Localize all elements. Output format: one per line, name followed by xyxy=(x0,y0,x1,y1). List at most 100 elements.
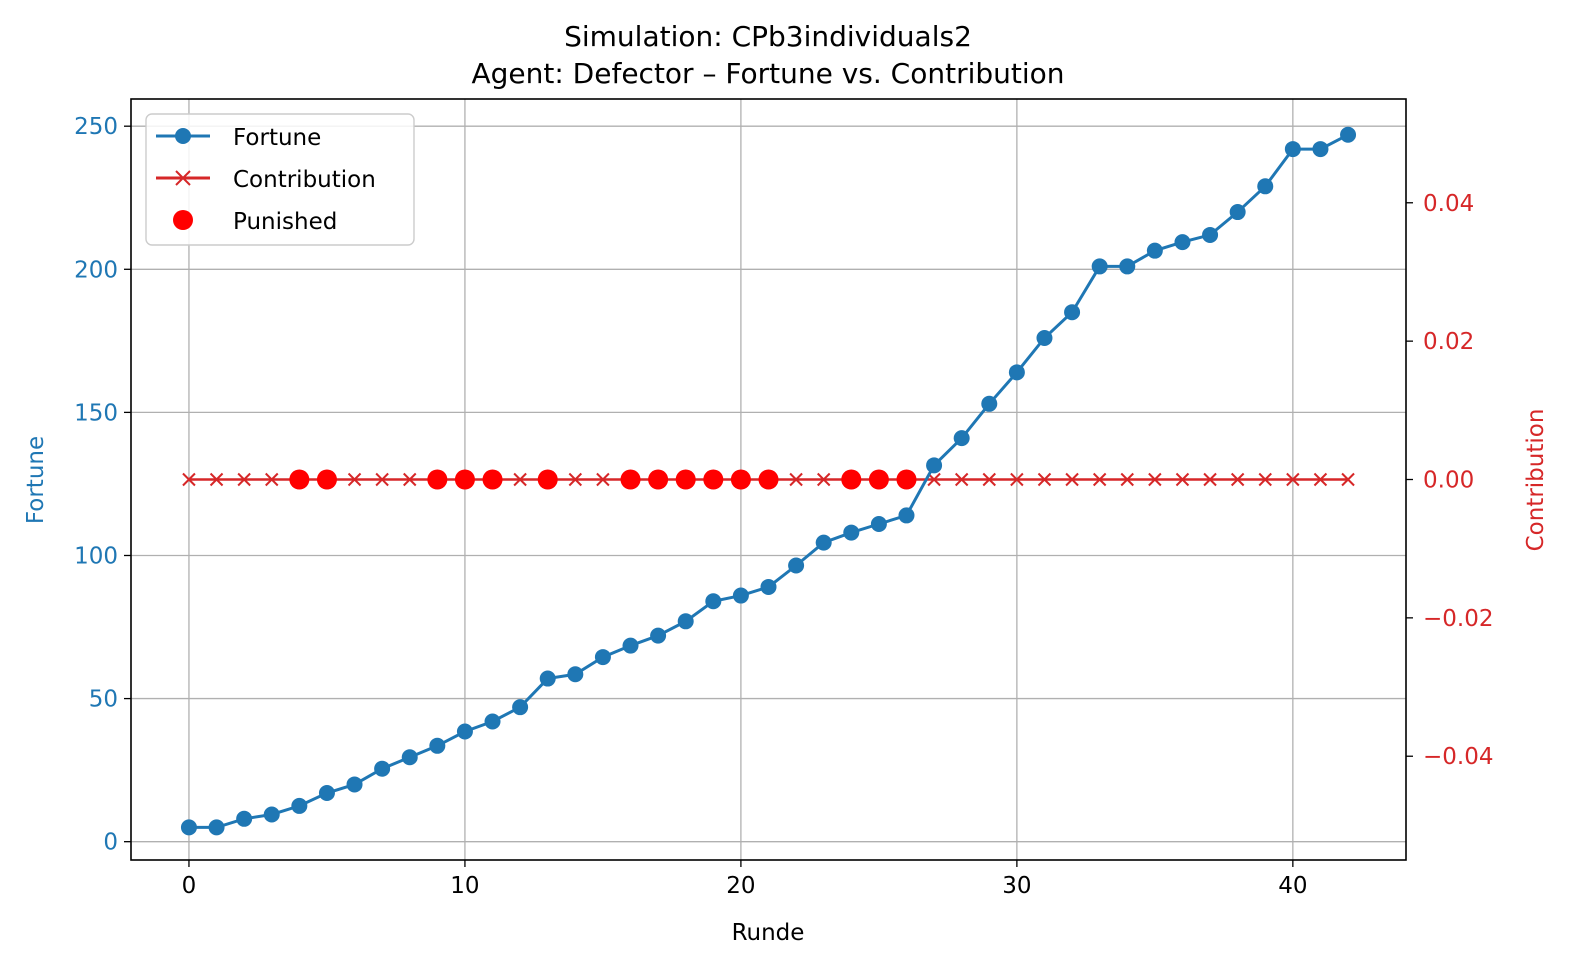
contribution-marker xyxy=(954,472,969,487)
fortune-point xyxy=(346,776,363,793)
punished-point xyxy=(703,469,724,490)
fortune-point xyxy=(1091,258,1108,275)
y2-tick-label: 0.00 xyxy=(1423,468,1474,494)
axes: 0 10 20 30 40 0 50 100 150 200 250 −0.04 −0.02 0.00 0.… xyxy=(74,114,1493,899)
contribution-marker xyxy=(1203,472,1217,487)
punished-point xyxy=(537,469,558,490)
contribution-marker xyxy=(1230,472,1245,487)
punished-point xyxy=(896,469,917,490)
fortune-point xyxy=(236,810,253,827)
punished-point xyxy=(868,469,889,490)
punished-point xyxy=(482,469,503,490)
legend-punished-label: Punished xyxy=(233,209,337,235)
contribution-marker xyxy=(1120,472,1134,487)
fortune-point xyxy=(456,723,473,740)
legend-contribution-marker xyxy=(175,170,191,186)
contribution-marker xyxy=(1037,472,1052,487)
fortune-point xyxy=(263,806,280,823)
fortune-point xyxy=(1146,242,1163,259)
contribution-marker xyxy=(1313,472,1328,487)
y2-tick-label: 0.02 xyxy=(1423,329,1474,355)
contribution-marker xyxy=(1148,472,1162,487)
fortune-point xyxy=(898,507,915,524)
y-axis-label: Fortune xyxy=(23,436,49,524)
legend-punished-marker xyxy=(173,210,193,230)
y-tick-label: 250 xyxy=(74,114,118,140)
fortune-point xyxy=(539,670,556,687)
y-tick-label: 100 xyxy=(74,543,118,569)
fortune-point xyxy=(1340,126,1357,143)
punished-point xyxy=(289,469,310,490)
x-tick-label: 30 xyxy=(1002,873,1031,899)
punished-point xyxy=(454,469,475,490)
legend: Fortune Contribution Punished xyxy=(145,113,415,246)
fortune-point xyxy=(732,587,749,604)
fortune-point xyxy=(1064,304,1081,321)
fortune-point xyxy=(1284,141,1301,158)
fortune-point xyxy=(953,430,970,447)
y2-tick-label: −0.04 xyxy=(1423,744,1493,770)
fortune-point xyxy=(1119,258,1136,275)
contribution-marker xyxy=(816,472,831,487)
contribution-marker xyxy=(982,472,996,487)
chart-subtitle: Agent: Defector – Fortune vs. Contributi… xyxy=(471,57,1064,90)
contribution-marker xyxy=(1065,472,1079,487)
contribution-marker xyxy=(1175,472,1190,487)
y2-tick-label: 0.04 xyxy=(1423,191,1474,217)
fortune-point xyxy=(926,457,943,474)
fortune-point xyxy=(594,649,611,666)
fortune-point xyxy=(374,760,391,777)
fortune-point xyxy=(1257,178,1274,195)
y-tick-label: 50 xyxy=(89,687,118,713)
fortune-point xyxy=(318,785,335,802)
fortune-point xyxy=(705,593,722,610)
fortune-point xyxy=(843,524,860,541)
punished-point xyxy=(730,469,751,490)
chart-title: Simulation: CPb3individuals2 xyxy=(564,20,972,53)
contribution-marker xyxy=(265,472,279,487)
fortune-point xyxy=(484,713,501,730)
legend-fortune-marker xyxy=(175,128,191,144)
y2-axis-label: Contribution xyxy=(1523,409,1549,552)
x-tick-label: 0 xyxy=(182,873,197,899)
fortune-point xyxy=(208,819,225,836)
fortune-point xyxy=(567,666,584,683)
y2-tick-label: −0.02 xyxy=(1423,606,1493,632)
x-tick-label: 10 xyxy=(450,873,479,899)
contribution-marker xyxy=(347,472,362,487)
contribution-marker xyxy=(209,472,224,487)
fortune-point xyxy=(870,516,887,533)
x-axis-label: Runde xyxy=(732,920,805,946)
fortune-point xyxy=(1312,141,1329,158)
punished-point xyxy=(758,469,779,490)
fortune-point xyxy=(429,737,446,754)
fortune-point xyxy=(815,534,832,551)
fortune-point xyxy=(180,819,197,836)
contribution-marker xyxy=(596,472,610,487)
contribution-marker xyxy=(375,472,389,487)
punished-point xyxy=(316,469,337,490)
contribution-marker xyxy=(403,472,417,487)
fortune-point xyxy=(512,699,529,716)
punished-point xyxy=(648,469,669,490)
fortune-point xyxy=(1008,364,1025,381)
contribution-marker xyxy=(182,472,196,487)
fortune-point xyxy=(1174,234,1191,251)
fortune-point xyxy=(760,578,777,595)
punished-point xyxy=(675,469,696,490)
contribution-marker xyxy=(513,472,527,487)
y-tick-label: 0 xyxy=(103,830,118,856)
fortune-point xyxy=(981,395,998,412)
fortune-point xyxy=(1036,329,1053,346)
fortune-point xyxy=(622,637,639,654)
fortune-point xyxy=(677,613,694,630)
fortune-point xyxy=(788,557,805,574)
contribution-marker xyxy=(568,472,583,487)
legend-frame xyxy=(145,113,415,246)
contribution-marker xyxy=(1010,472,1024,487)
punished-point xyxy=(841,469,862,490)
contribution-marker xyxy=(1258,472,1272,487)
contribution-marker xyxy=(1286,472,1300,487)
fortune-point xyxy=(1229,204,1246,221)
